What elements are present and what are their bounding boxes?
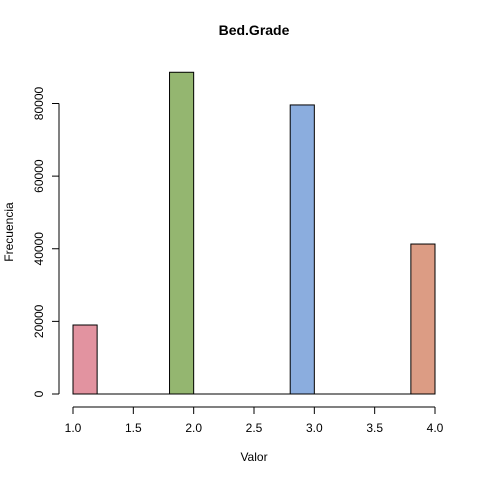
bar-3 <box>410 243 436 395</box>
bars-group <box>72 71 436 395</box>
y-tick-label-0: 0 <box>32 390 46 397</box>
bar-1 <box>169 71 195 395</box>
bar-0 <box>72 324 98 395</box>
x-tick-label-1: 1.5 <box>125 421 142 435</box>
x-tick-label-3: 2.5 <box>246 421 263 435</box>
x-tick-label-0: 1.0 <box>65 421 82 435</box>
x-tick-label-5: 3.5 <box>366 421 383 435</box>
y-axis-label: Frecuencia <box>2 202 16 262</box>
y-tick-label-3: 60000 <box>32 159 46 193</box>
y-axis: 0 20000 40000 60000 80000 <box>32 86 60 397</box>
y-tick-label-1: 20000 <box>32 304 46 338</box>
y-tick-label-4: 80000 <box>32 86 46 120</box>
y-tick-label-2: 40000 <box>32 232 46 266</box>
x-tick-label-6: 4.0 <box>427 421 444 435</box>
chart-title: Bed.Grade <box>219 22 290 38</box>
x-tick-label-4: 3.0 <box>306 421 323 435</box>
x-tick-label-2: 2.0 <box>185 421 202 435</box>
x-axis: 1.0 1.5 2.0 2.5 3.0 3.5 4.0 <box>65 406 444 435</box>
bar-2 <box>289 104 315 395</box>
x-axis-label: Valor <box>240 450 267 464</box>
